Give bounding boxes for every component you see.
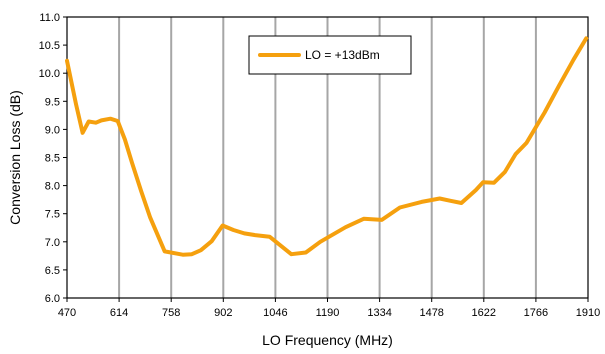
x-axis-title: LO Frequency (MHz) (262, 332, 393, 348)
y-tick-label: 9.5 (45, 96, 60, 108)
y-tick-label: 10.0 (39, 68, 60, 80)
y-tick-label: 9.0 (45, 124, 60, 136)
y-tick-label: 7.0 (45, 237, 60, 249)
x-tick-label: 902 (214, 307, 232, 319)
y-tick-label: 8.5 (45, 153, 60, 165)
x-tick-label: 1766 (524, 307, 548, 319)
x-tick-label: 1478 (419, 307, 443, 319)
x-tick-label: 1334 (367, 307, 391, 319)
x-tick-label: 614 (110, 307, 128, 319)
y-tick-label: 6.5 (45, 265, 60, 277)
series-layer (65, 36, 589, 257)
y-tick-label: 6.0 (45, 293, 60, 305)
x-tick-label: 758 (162, 307, 180, 319)
y-tick-label: 8.0 (45, 181, 60, 193)
x-tick-label: 1910 (576, 307, 600, 319)
x-tick-label: 470 (58, 307, 76, 319)
x-tick-label: 1046 (263, 307, 287, 319)
legend-label: LO = +13dBm (305, 48, 380, 62)
legend: LO = +13dBm (248, 35, 412, 75)
series-line (65, 36, 589, 257)
y-tick-label: 7.5 (45, 209, 60, 221)
y-axis-ticks: 6.0 6.5 7.0 7.5 8.0 8.5 9.0 9.5 10.0 10.5 11.0 (39, 12, 67, 305)
y-tick-label: 11.0 (39, 12, 60, 24)
x-tick-label: 1622 (472, 307, 496, 319)
y-tick-label: 10.5 (39, 40, 60, 52)
x-tick-label: 1190 (316, 307, 340, 319)
y-axis-title: Conversion Loss (dB) (7, 90, 23, 225)
x-axis-ticks: 470 614 758 902 1046 1190 1334 1478 1622 1766 1910 (58, 298, 600, 319)
